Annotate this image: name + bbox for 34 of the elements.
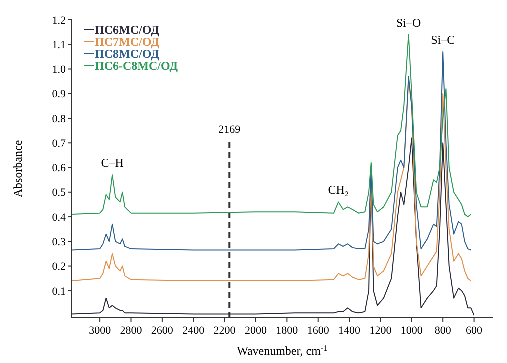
y-tick-label: 1.0 bbox=[52, 64, 66, 76]
x-tick-label: 1000 bbox=[400, 325, 424, 337]
annotation: C–H bbox=[101, 156, 124, 170]
line-series bbox=[72, 52, 472, 251]
y-axis-title: Absorbance bbox=[11, 140, 25, 198]
y-tick-label: 0.1 bbox=[52, 286, 66, 298]
x-tick-label: 3000 bbox=[89, 325, 112, 337]
x-tick-label: 2000 bbox=[244, 325, 268, 337]
annotation: Si–C bbox=[431, 33, 456, 48]
y-tick-label: 1.1 bbox=[52, 39, 66, 52]
legend-label: ПС6МС/ОД bbox=[95, 23, 160, 38]
y-tick-label: 1.2 bbox=[52, 14, 66, 27]
x-tick-label: 1600 bbox=[307, 325, 330, 337]
x-tick-label: 2200 bbox=[214, 325, 236, 337]
annotation: CH₂ bbox=[328, 183, 350, 198]
y-tick-label: 0.8 bbox=[52, 113, 66, 126]
y-tick-label: 0.9 bbox=[52, 88, 66, 101]
y-tick-label: 0.2 bbox=[52, 261, 66, 274]
x-axis-title: Wavenumber, cm$^{-1}$ bbox=[237, 344, 328, 358]
y-tick-label: 0.3 bbox=[52, 236, 66, 249]
y-tick-label: 0.4 bbox=[52, 212, 66, 224]
x-tick-label: 2800 bbox=[120, 325, 143, 337]
x-tick-label: 1200 bbox=[370, 325, 392, 337]
ref-line-label: 2169 bbox=[218, 124, 242, 136]
x-tick-label: 800 bbox=[434, 325, 452, 337]
x-tick-label: 1400 bbox=[338, 325, 362, 337]
y-tick-label: 0.6 bbox=[52, 162, 66, 175]
x-tick-label: 600 bbox=[466, 325, 484, 337]
x-tick-label: 2400 bbox=[182, 325, 206, 337]
x-tick-label: 2600 bbox=[151, 325, 174, 337]
annotation: Si–O bbox=[396, 16, 422, 30]
y-tick-label: 0.5 bbox=[52, 187, 66, 200]
x-tick-label: 1800 bbox=[276, 325, 299, 337]
y-tick-label: 0.7 bbox=[52, 138, 66, 150]
